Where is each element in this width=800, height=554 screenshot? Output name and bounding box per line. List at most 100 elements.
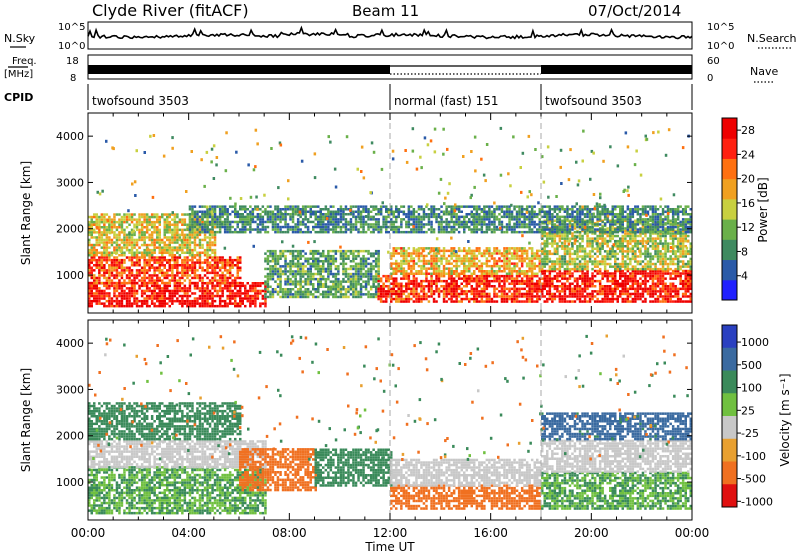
data-cell xyxy=(485,274,489,278)
data-cell xyxy=(108,241,111,244)
data-cell xyxy=(317,290,320,294)
data-cell xyxy=(609,232,612,235)
data-cell xyxy=(271,277,275,281)
data-cell xyxy=(533,300,536,303)
data-cell xyxy=(644,277,647,280)
data-cell xyxy=(211,269,214,272)
data-cell xyxy=(500,252,504,255)
data-cell xyxy=(659,269,662,273)
data-cell xyxy=(528,247,531,250)
data-cell xyxy=(103,276,106,280)
data-cell xyxy=(379,279,383,283)
data-cell xyxy=(546,242,549,245)
data-cell xyxy=(120,264,124,267)
data-cell xyxy=(362,275,365,278)
data-cell xyxy=(319,270,322,273)
data-cell xyxy=(276,277,280,281)
data-cell xyxy=(493,290,496,293)
data-cell xyxy=(342,265,345,268)
data-cell xyxy=(236,271,239,275)
data-cell xyxy=(478,267,481,270)
data-cell xyxy=(656,300,660,303)
data-cell xyxy=(588,250,592,253)
data-cell xyxy=(603,250,607,253)
data-cell xyxy=(206,246,209,249)
data-cell xyxy=(193,254,197,257)
data-cell xyxy=(342,260,345,263)
data-cell xyxy=(606,245,609,248)
data-cell xyxy=(319,260,322,263)
data-cell xyxy=(452,279,456,283)
data-cell xyxy=(208,213,212,216)
data-cell xyxy=(118,304,121,308)
data-cell xyxy=(188,284,192,288)
data-cell xyxy=(498,282,501,285)
data-cell xyxy=(566,252,569,256)
cpid-segment-label: twofsound 3503 xyxy=(92,94,189,108)
data-cell xyxy=(566,295,569,298)
data-cell xyxy=(430,262,433,265)
data-cell xyxy=(432,262,436,265)
data-cell xyxy=(624,267,627,271)
data-cell xyxy=(178,246,182,249)
data-cell xyxy=(372,260,375,263)
data-cell xyxy=(614,239,617,243)
data-cell xyxy=(445,295,448,298)
data-cell xyxy=(211,284,214,288)
data-cell xyxy=(450,282,453,285)
data-cell xyxy=(644,245,647,248)
data-cell xyxy=(385,300,388,303)
data-cell xyxy=(213,279,217,282)
data-cell xyxy=(684,285,687,288)
data-cell xyxy=(520,295,524,298)
data-cell xyxy=(286,275,290,278)
data-cell xyxy=(125,226,129,229)
data-cell xyxy=(239,261,242,264)
data-cell xyxy=(676,232,680,235)
data-cell xyxy=(208,294,212,298)
data-cell xyxy=(674,300,677,303)
data-cell xyxy=(203,225,207,229)
data-cell xyxy=(113,276,116,280)
data-cell xyxy=(689,242,692,245)
data-cell xyxy=(264,297,267,300)
data-cell xyxy=(103,302,106,305)
data-cell xyxy=(291,270,295,273)
data-cell xyxy=(470,287,473,291)
data-cell xyxy=(495,249,499,253)
data-cell xyxy=(130,243,134,247)
data-cell xyxy=(679,274,682,278)
data-cell xyxy=(93,236,96,239)
data-cell xyxy=(322,265,325,268)
data-cell xyxy=(422,272,426,275)
data-cell xyxy=(684,279,687,283)
data-cell xyxy=(379,287,383,291)
data-cell xyxy=(468,249,471,253)
data-cell xyxy=(485,300,489,303)
data-cell xyxy=(616,295,619,298)
data-cell xyxy=(586,242,589,245)
data-cell xyxy=(518,259,521,263)
data-cell xyxy=(591,250,594,253)
data-cell xyxy=(523,257,526,260)
data-cell xyxy=(264,288,267,291)
data-cell xyxy=(515,274,519,278)
data-cell xyxy=(231,284,234,288)
data-cell xyxy=(551,285,554,288)
data-cell xyxy=(228,256,232,259)
data-cell xyxy=(118,274,121,277)
data-cell xyxy=(168,215,171,219)
data-cell xyxy=(520,259,524,263)
data-cell xyxy=(123,254,126,257)
data-cell xyxy=(463,297,466,301)
data-cell xyxy=(576,267,579,271)
data-cell xyxy=(115,274,119,277)
data-cell xyxy=(661,252,665,256)
data-cell xyxy=(614,234,617,238)
data-cell xyxy=(553,274,557,278)
data-cell xyxy=(629,242,632,245)
data-cell xyxy=(606,290,609,293)
data-cell xyxy=(301,290,305,294)
data-cell xyxy=(88,241,91,244)
data-cell xyxy=(118,271,121,275)
